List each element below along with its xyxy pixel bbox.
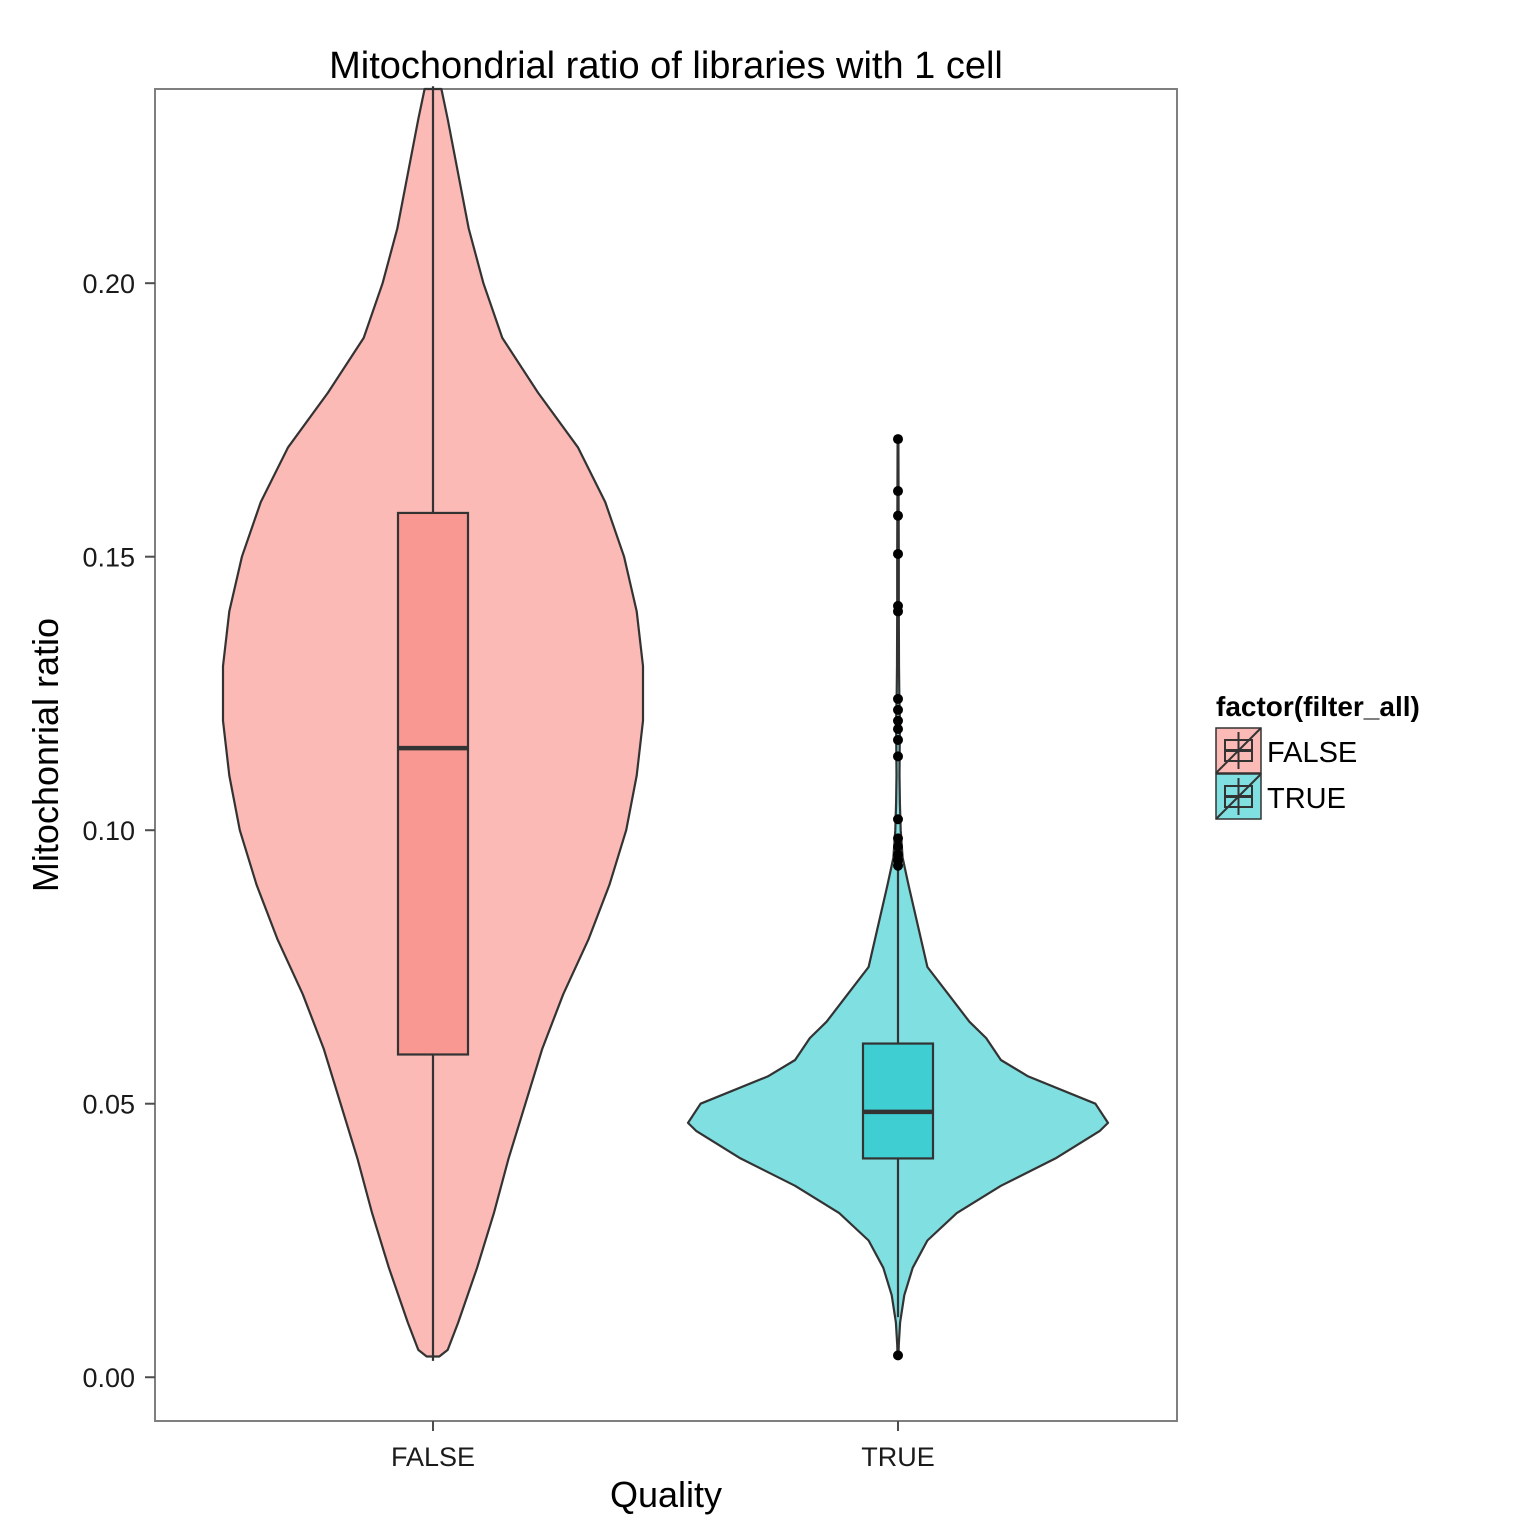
outlier-point	[893, 724, 903, 735]
violin-group-false	[221, 86, 645, 1361]
legend-items: FALSE TRUE	[1215, 727, 1357, 820]
violin-group-true	[686, 434, 1110, 1361]
axis-layer: 0.00 0.05 0.10 0.15 0.20 FALSE TRUE	[82, 269, 934, 1472]
y-tick-label: 0.10	[82, 816, 135, 846]
outlier-point	[893, 704, 903, 715]
outlier-point	[893, 486, 903, 497]
outlier-point	[893, 833, 903, 844]
legend-item-true: TRUE	[1215, 773, 1346, 820]
outlier-point	[893, 1350, 903, 1361]
legend-title: factor(filter_all)	[1216, 691, 1420, 722]
x-tick-label: TRUE	[861, 1442, 935, 1472]
legend-item-false: FALSE	[1215, 727, 1357, 774]
y-tick-label: 0.20	[82, 269, 135, 299]
legend-label: FALSE	[1267, 737, 1357, 769]
y-tick-label: 0.05	[82, 1090, 135, 1120]
x-axis-title: Quality	[610, 1474, 722, 1515]
x-tick-label: FALSE	[391, 1442, 475, 1472]
legend: factor(filter_all) FALSE TRUE	[1215, 691, 1420, 820]
outlier-point	[893, 814, 903, 825]
y-axis-title: Mitochonrial ratio	[25, 618, 66, 892]
box-true	[861, 1042, 935, 1160]
outlier-point	[893, 693, 903, 704]
outlier-point	[893, 715, 903, 726]
outlier-point	[893, 434, 903, 445]
box-false	[396, 511, 470, 1056]
chart-title: Mitochondrial ratio of libraries with 1 …	[329, 45, 1003, 87]
outlier-point	[893, 849, 903, 860]
outlier-point	[893, 510, 903, 521]
y-tick-label: 0.15	[82, 543, 135, 573]
outlier-point	[893, 600, 903, 611]
outlier-point	[893, 548, 903, 559]
outlier-point	[893, 751, 903, 762]
outlier-point	[893, 841, 903, 852]
outlier-point	[893, 734, 903, 745]
y-tick-label: 0.00	[82, 1363, 135, 1393]
legend-label: TRUE	[1267, 783, 1346, 815]
plot-layer	[221, 86, 1110, 1361]
